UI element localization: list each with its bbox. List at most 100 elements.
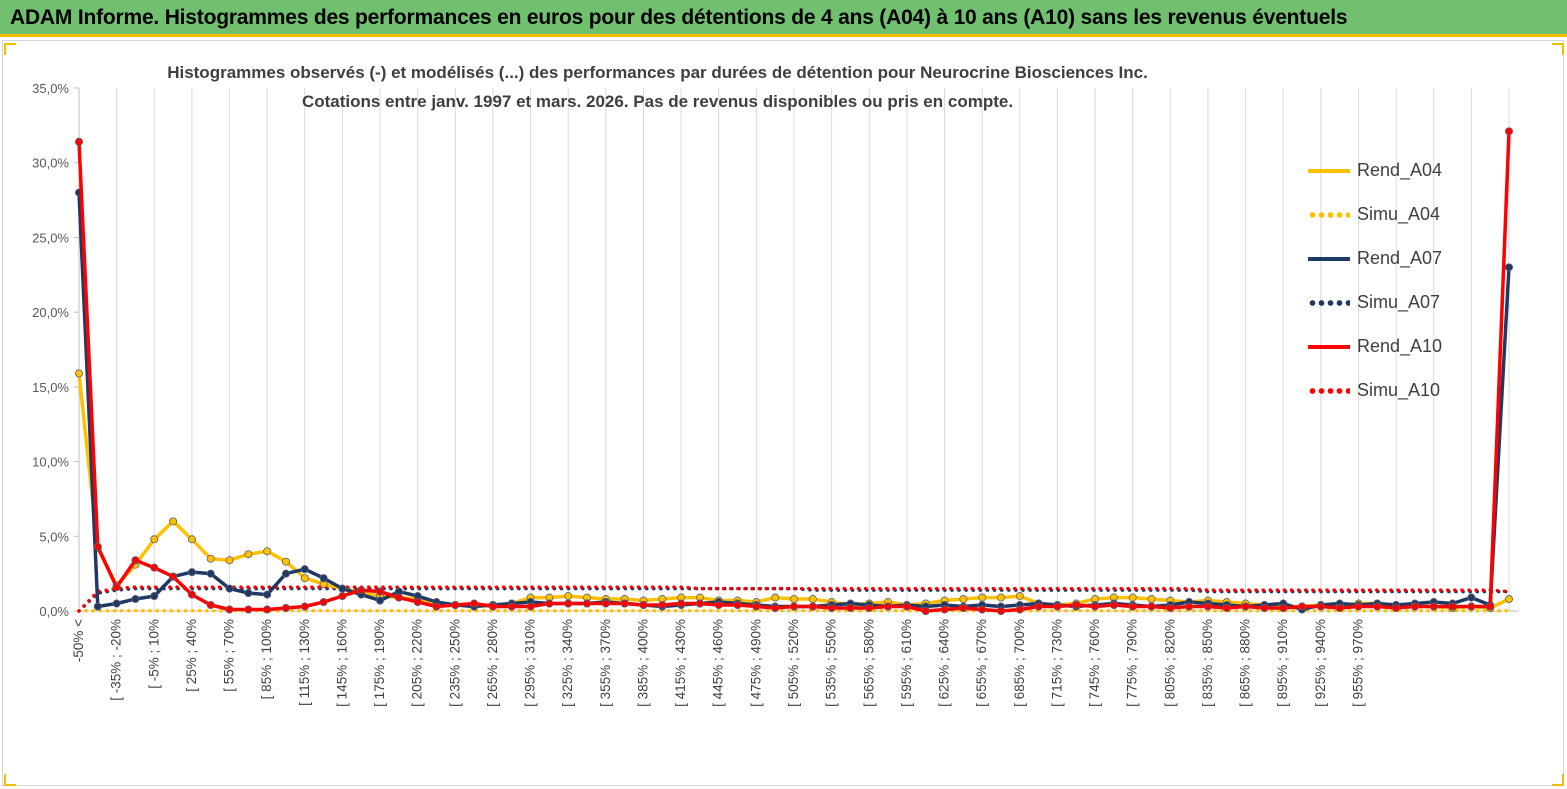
point-rend-a10 [507,602,516,611]
point-rend-a10 [150,563,159,572]
point-rend-a10 [752,602,761,611]
chart-legend: Rend_A04 Simu_A04 Rend_A07 Simu_A07 Rend_A10… [1300,160,1470,424]
axes: 0,0% 5,0% 10,0% 15,0% 20,0% 25,0% 30,0% 35,0% -5… [32,81,1519,707]
legend-item: Rend_A07 [1300,248,1470,292]
x-tick-label: [ 955% ; 970% [1350,619,1365,707]
point-rend-a10 [1222,604,1231,613]
gridlines [116,88,1510,611]
point-rend-a10 [583,599,592,608]
x-tick-label: [ 235% ; 250% [447,619,462,707]
point-rend-a04 [187,535,196,544]
point-rend-a04 [978,593,987,602]
point-rend-a10 [1072,601,1081,610]
legend-label: Rend_A04 [1357,160,1443,180]
x-tick-label: [ 925% ; 940% [1313,619,1328,707]
point-rend-a10 [300,602,309,611]
legend-item: Simu_A04 [1300,204,1470,248]
point-rend-a10 [338,592,347,601]
x-tick-label: [ 835% ; 850% [1200,619,1215,707]
point-rend-a10 [1429,602,1438,611]
point-rend-a10 [827,604,836,613]
point-rend-a07 [112,599,121,608]
point-rend-a10 [357,586,366,595]
legend-label: Simu_A07 [1357,292,1441,312]
corner-mark-top-right [1552,43,1564,55]
point-rend-a10 [940,605,949,614]
point-rend-a10 [1410,602,1419,611]
legend-label: Simu_A04 [1357,204,1441,224]
point-rend-a10 [1109,601,1118,610]
x-tick-label: [ 895% ; 910% [1275,619,1290,707]
point-rend-a10 [131,556,140,565]
y-tick-label: 25,0% [32,230,69,245]
point-rend-a10 [1091,602,1100,611]
point-rend-a10 [978,605,987,614]
legend-label: Rend_A10 [1357,336,1443,356]
point-rend-a04 [206,554,215,563]
x-tick-label: [ 865% ; 880% [1238,619,1253,707]
point-rend-a04 [996,593,1005,602]
point-rend-a04 [808,595,817,604]
point-rend-a10 [771,604,780,613]
x-tick-label: [ 745% ; 760% [1087,619,1102,707]
point-rend-a10 [1034,602,1043,611]
point-rend-a10 [281,604,290,613]
point-rend-a10 [996,607,1005,616]
point-rend-a04 [225,556,234,565]
point-rend-a10 [620,599,629,608]
chart-frame [2,40,1564,786]
point-rend-a10 [921,607,930,616]
point-rend-a10 [1354,602,1363,611]
series-simu-a10 [77,585,1511,613]
point-rend-a10 [658,601,667,610]
point-rend-a04 [169,517,178,526]
point-rend-a10 [1185,602,1194,611]
point-rend-a07 [206,569,215,578]
point-rend-a07 [376,596,385,605]
legend-item: Rend_A04 [1300,160,1470,204]
corner-mark-bottom-right [1552,774,1564,786]
x-tick-label: [ 445% ; 460% [711,619,726,707]
point-rend-a10 [1373,602,1382,611]
point-rend-a10 [470,599,479,608]
point-rend-a10 [225,605,234,614]
y-tick-label: 10,0% [32,455,69,470]
point-rend-a10 [1015,605,1024,614]
point-rend-a10 [75,137,84,146]
point-rend-a10 [846,604,855,613]
point-rend-a07 [1467,593,1476,602]
point-rend-a10 [1053,602,1062,611]
point-rend-a10 [432,602,441,611]
x-tick-label: [ 415% ; 430% [673,619,688,707]
point-rend-a04 [281,557,290,566]
point-rend-a10 [695,599,704,608]
point-rend-a07 [244,589,253,598]
point-rend-a04 [1505,595,1514,604]
report-title: ADAM Informe. Histogrammes des performan… [10,6,1348,29]
point-rend-a10 [376,587,385,596]
x-tick-label: [ 535% ; 550% [824,619,839,707]
legend-swatch [1308,212,1350,218]
point-rend-a10 [1392,604,1401,613]
point-rend-a10 [187,590,196,599]
x-tick-label: [ 625% ; 640% [937,619,952,707]
y-tick-label: 35,0% [32,81,69,96]
x-tick-label: [ 505% ; 520% [786,619,801,707]
point-rend-a07 [1505,263,1514,272]
point-rend-a10 [1298,602,1307,611]
chart-subtitle: Cotations entre janv. 1997 et mars. 2026… [301,92,1014,111]
point-rend-a04 [1015,592,1024,601]
point-rend-a04 [300,574,309,583]
point-rend-a04 [244,550,253,559]
point-rend-a04 [75,369,84,378]
point-rend-a04 [150,535,159,544]
point-rend-a10 [733,601,742,610]
point-rend-a10 [93,542,102,551]
x-tick-label: [ 355% ; 370% [598,619,613,707]
point-rend-a10 [1203,602,1212,611]
x-tick-label: [ 175% ; 190% [372,619,387,707]
point-rend-a10 [564,599,573,608]
legend-swatch [1308,388,1350,394]
point-rend-a07 [300,565,309,574]
x-tick-label: [ 775% ; 790% [1125,619,1140,707]
